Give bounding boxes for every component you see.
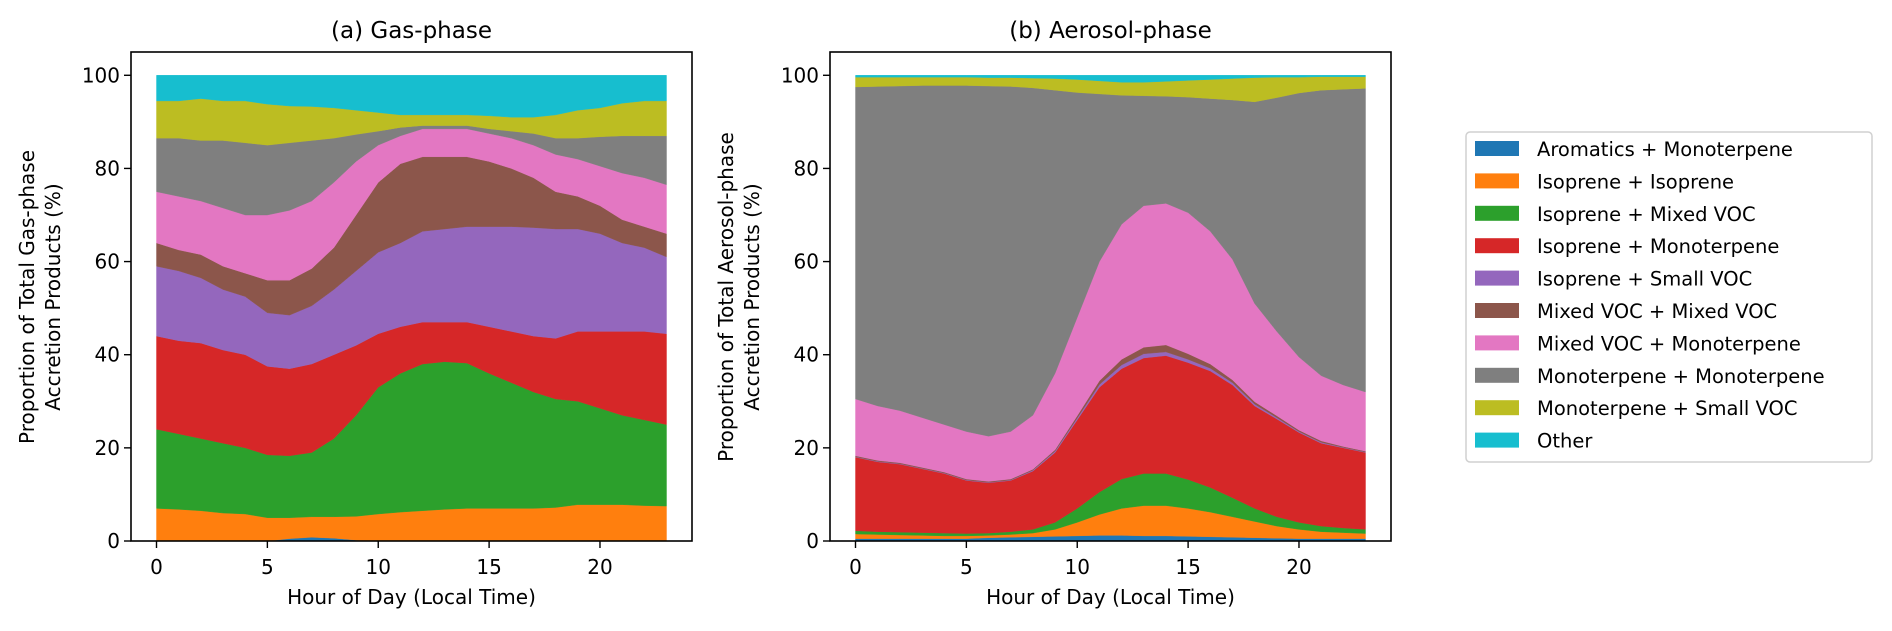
y-tick-label: 100 <box>781 63 819 87</box>
legend-label: Monoterpene + Monoterpene <box>1537 365 1825 388</box>
gas-phase-panel: 0 5 10 15 20 0 20 40 60 80 100 (a) Gas-phase Hour of… <box>15 18 693 609</box>
legend-label: Other <box>1537 430 1593 453</box>
legend-swatch <box>1475 303 1519 318</box>
x-tick-label: 0 <box>150 555 163 579</box>
y-axis-label: Accretion Products (%) <box>740 183 764 410</box>
x-tick-label: 15 <box>476 555 501 579</box>
legend: Aromatics + Monoterpene Isoprene + Isopre… <box>1465 131 1873 463</box>
x-axis-label: Hour of Day (Local Time) <box>287 585 536 609</box>
area-other <box>855 75 1366 83</box>
y-axis-label: Proportion of Total Aerosol-phase <box>714 132 738 462</box>
y-axis-label: Accretion Products (%) <box>41 183 65 410</box>
legend-label: Isoprene + Isoprene <box>1537 170 1734 193</box>
legend-swatch <box>1475 270 1519 286</box>
chart-title: (a) Gas-phase <box>331 18 492 44</box>
legend-swatch <box>1475 173 1519 189</box>
y-tick-label: 40 <box>794 343 819 367</box>
y-tick-label: 20 <box>794 436 819 460</box>
legend-swatch <box>1475 367 1519 383</box>
axes-frame <box>130 51 693 542</box>
x-tick-label: 10 <box>366 555 391 579</box>
y-tick-label: 80 <box>794 156 819 180</box>
x-tick-label: 10 <box>1065 555 1090 579</box>
chart-title: (b) Aerosol-phase <box>1009 18 1212 44</box>
legend-frame <box>1465 131 1873 463</box>
y-tick-label: 100 <box>82 63 120 87</box>
x-tick-label: 20 <box>1286 555 1311 579</box>
x-tick-label: 5 <box>960 555 973 579</box>
y-axis-label: Proportion of Total Gas-phase <box>15 150 39 444</box>
aerosol-phase-panel: 0 5 10 15 20 0 20 40 60 80 100 (b) Aerosol-phase Hou… <box>714 18 1392 609</box>
legend-swatch <box>1475 238 1519 254</box>
y-tick-label: 80 <box>95 156 120 180</box>
y-tick-label: 60 <box>95 250 120 274</box>
y-tick-label: 0 <box>806 529 819 553</box>
legend-label: Isoprene + Mixed VOC <box>1537 203 1756 226</box>
legend-label: Mixed VOC + Mixed VOC <box>1537 300 1777 323</box>
legend-label: Isoprene + Small VOC <box>1537 268 1752 291</box>
legend-swatch <box>1475 141 1519 156</box>
y-tick-label: 60 <box>794 250 819 274</box>
y-tick-label: 20 <box>95 436 120 460</box>
area-other <box>156 75 667 118</box>
x-tick-label: 20 <box>587 555 612 579</box>
legend-swatch <box>1475 335 1519 351</box>
legend-label: Isoprene + Monoterpene <box>1537 235 1779 258</box>
y-tick-label: 40 <box>95 343 120 367</box>
legend-label: Monoterpene + Small VOC <box>1537 397 1798 420</box>
legend-swatch <box>1475 432 1519 448</box>
y-tick-label: 0 <box>107 529 120 553</box>
x-tick-label: 0 <box>849 555 862 579</box>
axes-frame <box>829 51 1392 542</box>
legend-swatch <box>1475 400 1519 416</box>
legend-swatch <box>1475 205 1519 221</box>
legend-label: Aromatics + Monoterpene <box>1537 138 1793 161</box>
x-axis-label: Hour of Day (Local Time) <box>986 585 1235 609</box>
legend-label: Mixed VOC + Monoterpene <box>1537 332 1801 355</box>
x-tick-label: 15 <box>1175 555 1200 579</box>
x-tick-label: 5 <box>261 555 274 579</box>
